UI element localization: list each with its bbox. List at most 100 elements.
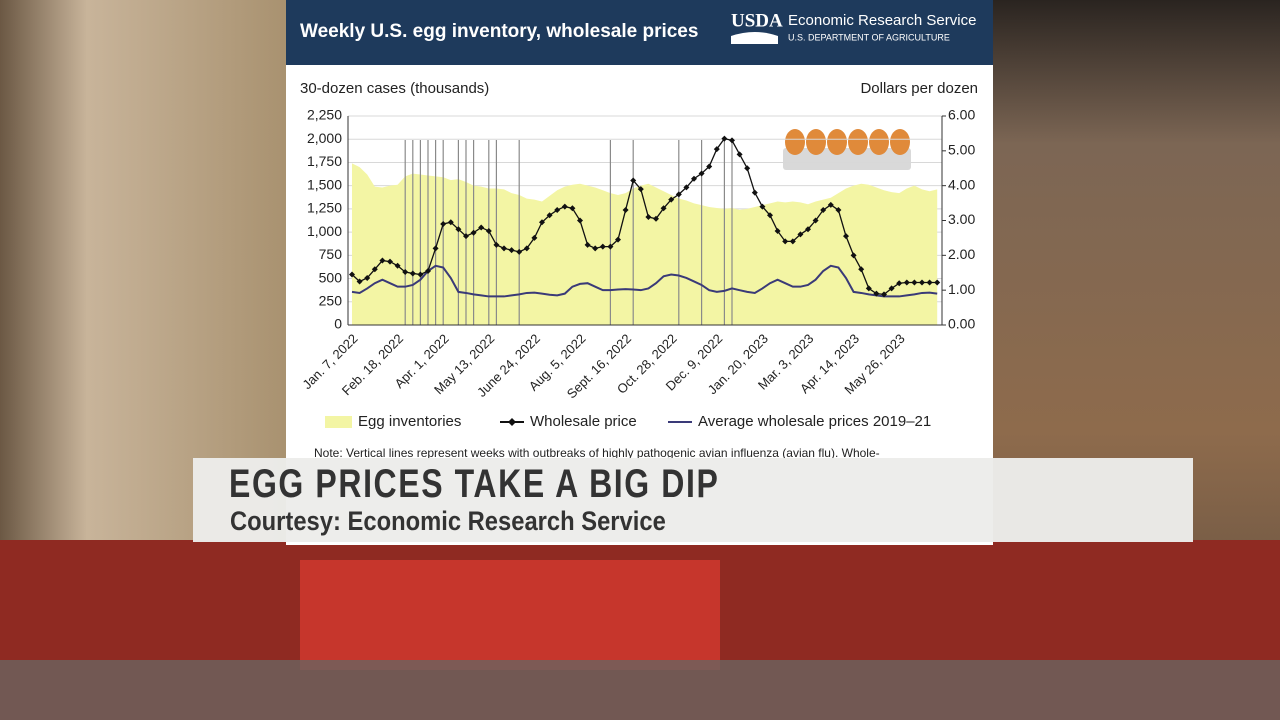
marker (364, 274, 371, 281)
marker (569, 205, 576, 212)
marker (546, 212, 553, 219)
y2-tick-label: 5.00 (948, 142, 975, 158)
marker (432, 245, 439, 252)
marker (561, 203, 568, 210)
y-tick-label: 2,250 (307, 107, 342, 123)
marker (630, 177, 637, 184)
marker (759, 203, 766, 210)
marker (599, 243, 606, 250)
legend-label: Egg inventories (358, 413, 461, 430)
y-tick-label: 1,750 (307, 153, 342, 169)
egg (890, 129, 910, 155)
marker (820, 207, 827, 214)
carton (783, 148, 911, 170)
marker (926, 279, 933, 286)
note: Note: Vertical lines represent weeks wit… (314, 446, 880, 460)
marker (645, 214, 652, 221)
marker (653, 215, 659, 222)
marker (767, 212, 773, 219)
marker (744, 165, 751, 172)
y2-tick-label: 6.00 (948, 107, 975, 123)
marker (668, 196, 675, 203)
marker (409, 270, 416, 277)
legend-label: Average wholesale prices 2019–21 (698, 413, 931, 430)
marker (379, 257, 386, 264)
marker (470, 229, 477, 236)
marker (531, 234, 538, 241)
marker (850, 252, 857, 259)
marker (782, 238, 789, 245)
marker (508, 247, 515, 254)
legend-swatch (325, 416, 352, 428)
marker (485, 227, 492, 234)
y-tick-label: 500 (319, 269, 343, 285)
marker (843, 233, 849, 240)
y-tick-label: 750 (319, 246, 343, 262)
marker (394, 262, 401, 269)
marker (425, 268, 431, 275)
marker (888, 285, 895, 292)
marker (896, 280, 903, 287)
marker (683, 184, 690, 191)
marker (919, 279, 925, 286)
marker (584, 241, 591, 248)
marker (417, 271, 424, 278)
marker (463, 233, 469, 240)
marker (858, 266, 865, 273)
egg (785, 129, 805, 155)
marker (478, 224, 485, 231)
marker (402, 269, 409, 276)
marker (797, 231, 804, 238)
marker (637, 186, 644, 193)
marker (592, 245, 599, 252)
egg-carton (783, 129, 911, 170)
y-tick-label: 1,500 (307, 176, 342, 192)
marker (455, 226, 462, 233)
marker (501, 245, 507, 252)
marker (440, 220, 447, 227)
marker (615, 236, 621, 243)
credit: Courtesy: Economic Research Service (230, 506, 666, 536)
marker (805, 226, 811, 233)
marker (721, 135, 728, 142)
marker (713, 146, 720, 153)
chart-title: Weekly U.S. egg inventory, wholesale pri… (300, 21, 698, 42)
marker (827, 201, 834, 208)
egg (848, 129, 868, 155)
marker (835, 207, 842, 214)
egg (869, 129, 889, 155)
marker (516, 248, 523, 255)
agency: Economic Research Service (788, 12, 976, 29)
marker (934, 279, 941, 286)
y2-tick-label: 3.00 (948, 211, 975, 227)
marker (493, 241, 500, 248)
egg (806, 129, 826, 155)
marker (698, 170, 705, 177)
egg (827, 129, 847, 155)
y-axis-title: 30-dozen cases (thousands) (300, 80, 489, 97)
marker (706, 163, 713, 170)
marker (447, 219, 454, 226)
y2-tick-label: 1.00 (948, 281, 975, 297)
marker (774, 227, 781, 234)
y2-axis-title: Dollars per dozen (860, 80, 978, 97)
marker (873, 290, 880, 297)
marker (607, 243, 614, 250)
marker (554, 207, 561, 214)
marker (903, 279, 910, 286)
marker (523, 245, 530, 252)
marker (751, 189, 758, 196)
marker (387, 258, 393, 265)
logo: USDA (731, 10, 783, 31)
marker (371, 266, 378, 273)
y-tick-label: 250 (319, 292, 343, 308)
marker (911, 279, 918, 286)
y2-tick-label: 0.00 (948, 316, 975, 332)
logo-swoosh (731, 32, 778, 44)
marker (660, 205, 667, 212)
background-shelf (0, 660, 1280, 720)
area (352, 163, 938, 325)
marker (736, 151, 743, 158)
